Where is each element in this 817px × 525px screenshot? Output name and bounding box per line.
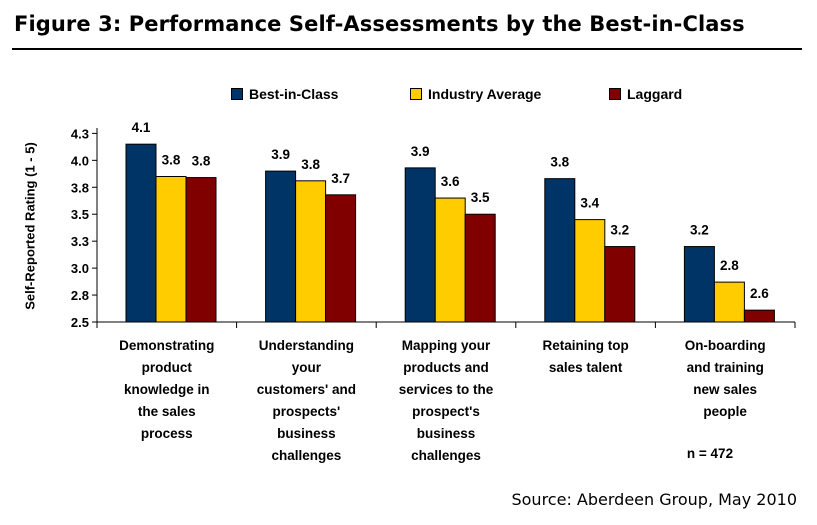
category-label-line: people [703, 404, 747, 419]
category-label: On-boarding and training new sales people [660, 335, 790, 423]
bar-value-label: 3.9 [271, 147, 290, 162]
category-label-line: product [141, 360, 192, 375]
bar-value-label: 3.2 [610, 223, 629, 238]
category-label-line: challenges [271, 448, 342, 463]
category-label-line: Mapping your [401, 338, 491, 353]
y-tick-label: 2.5 [71, 315, 89, 330]
category-label: Mapping your products and services to the p… [381, 335, 511, 467]
legend-swatch-best-in-class [231, 88, 243, 100]
bar-value-label: 2.8 [720, 258, 739, 273]
bar-laggard [185, 177, 217, 323]
title-divider [12, 48, 802, 50]
category-label-line: products and [403, 360, 489, 375]
category-label-line: Understanding [258, 338, 355, 353]
legend-label-best-in-class: Best-in-Class [249, 86, 339, 102]
y-tick-label: 3.5 [71, 207, 89, 222]
bar-laggard [325, 194, 357, 323]
category-label-line: business [416, 426, 476, 441]
category-label-line: sales talent [548, 360, 623, 375]
figure-title: Figure 3: Performance Self-Assessments b… [14, 12, 745, 36]
bar-industry-average [155, 176, 187, 323]
category-label-line: knowledge in [124, 382, 210, 397]
category-label-line: On-boarding [684, 338, 766, 353]
category-label-line: and training [686, 360, 764, 375]
bar-value-label: 3.4 [580, 196, 599, 211]
bar-value-label: 3.6 [441, 174, 460, 189]
bar-value-label: 3.7 [331, 171, 350, 186]
bar-value-label: 3.8 [192, 154, 211, 169]
category-label-line: your [291, 360, 322, 375]
bar-industry-average [295, 180, 327, 323]
legend-swatch-laggard [609, 88, 621, 100]
y-tick-label: 4.3 [71, 126, 89, 141]
bar-best-in-class [404, 167, 436, 323]
category-label-line: services to the [398, 382, 494, 397]
bar-laggard [464, 213, 496, 323]
bar-value-label: 3.5 [471, 190, 490, 205]
category-label-line: Demonstrating [119, 338, 215, 353]
category-label-line: customers' and [256, 382, 357, 397]
category-label-line: process [140, 426, 193, 441]
category-label-line: challenges [411, 448, 481, 463]
bar-value-label: 3.8 [301, 157, 320, 172]
bar-industry-average [713, 281, 745, 323]
legend-label-laggard: Laggard [627, 86, 683, 102]
category-label: Understanding your customers' and prospects… [241, 335, 371, 467]
legend-item-best-in-class: Best-in-Class [231, 86, 338, 102]
bar-value-label: 3.8 [550, 155, 569, 170]
category-label: Demonstrating product knowledge in the sale… [102, 335, 232, 445]
legend-swatch-industry-average [410, 88, 422, 100]
bar-best-in-class [544, 178, 576, 323]
category-label-line: prospects' [272, 404, 341, 419]
bar-best-in-class [125, 143, 157, 323]
y-tick-label: 3.8 [71, 180, 89, 195]
category-label-line: prospect's [412, 404, 480, 419]
bar-best-in-class [265, 170, 297, 323]
y-tick-label: 2.8 [71, 288, 89, 303]
bar-industry-average [434, 197, 466, 323]
legend-label-industry-average: Industry Average [428, 86, 542, 102]
bar-value-label: 3.2 [690, 223, 709, 238]
bar-best-in-class [683, 246, 715, 323]
y-tick-label: 3.3 [71, 234, 89, 249]
y-tick-label: 4.0 [71, 153, 89, 168]
legend-item-industry-average: Industry Average [410, 86, 541, 102]
bar-laggard [604, 246, 636, 323]
y-tick-label: 3.0 [71, 261, 89, 276]
legend-item-laggard: Laggard [609, 86, 682, 102]
source-note: Source: Aberdeen Group, May 2010 [511, 490, 797, 509]
category-label-line: Retaining top [542, 338, 629, 353]
bar-value-label: 3.9 [411, 144, 430, 159]
bar-value-label: 3.8 [162, 153, 181, 168]
category-label-line: the sales [137, 404, 196, 419]
sample-size-note: n = 472 [686, 446, 734, 461]
bar-laggard [743, 309, 775, 323]
bar-value-label: 4.1 [132, 120, 151, 135]
category-label-line: new sales [693, 382, 758, 397]
bar-industry-average [574, 219, 606, 323]
category-label-line: business [277, 426, 336, 441]
bar-value-label: 2.6 [750, 286, 769, 301]
category-label: Retaining top sales talent [521, 335, 651, 379]
